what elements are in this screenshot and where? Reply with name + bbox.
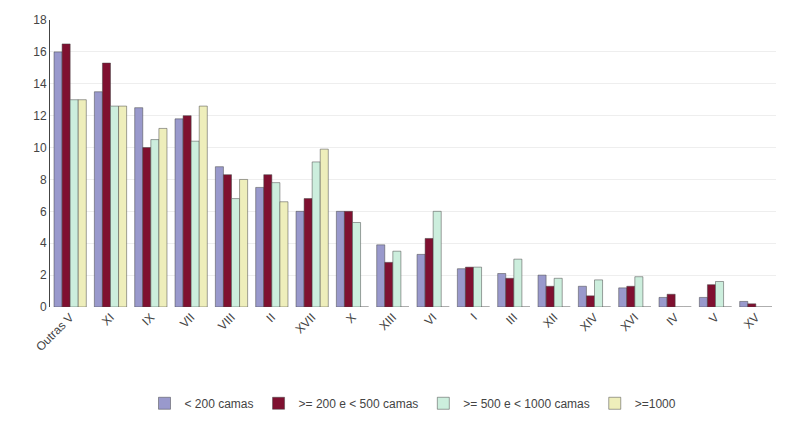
- svg-text:XIII: XIII: [377, 310, 400, 333]
- svg-text:6: 6: [40, 205, 47, 219]
- svg-text:VIII: VIII: [215, 310, 238, 333]
- svg-text:XII: XII: [540, 310, 560, 330]
- svg-text:V: V: [706, 310, 722, 326]
- svg-text:4: 4: [40, 236, 47, 250]
- svg-text:16: 16: [33, 45, 47, 59]
- svg-text:XV: XV: [741, 310, 762, 331]
- svg-text:0: 0: [40, 300, 47, 314]
- svg-text:14: 14: [33, 77, 47, 91]
- svg-text:< 200 camas: < 200 camas: [185, 397, 254, 411]
- svg-text:XVII: XVII: [293, 310, 319, 336]
- svg-text:8: 8: [40, 173, 47, 187]
- svg-text:10: 10: [33, 141, 47, 155]
- svg-text:XIV: XIV: [577, 310, 601, 334]
- svg-text:XVI: XVI: [618, 310, 642, 334]
- svg-text:I: I: [468, 310, 480, 322]
- svg-text:12: 12: [33, 109, 47, 123]
- svg-text:2: 2: [40, 268, 47, 282]
- svg-text:IX: IX: [139, 310, 157, 328]
- svg-text:XI: XI: [99, 310, 117, 328]
- svg-text:IV: IV: [664, 310, 682, 328]
- svg-text:II: II: [264, 310, 279, 325]
- svg-text:X: X: [343, 310, 359, 326]
- svg-text:>= 200 e < 500 camas: >= 200 e < 500 camas: [299, 397, 419, 411]
- svg-text:>= 500 e < 1000 camas: >= 500 e < 1000 camas: [463, 397, 589, 411]
- svg-text:Outras V: Outras V: [33, 310, 76, 353]
- svg-text:VI: VI: [422, 310, 440, 328]
- svg-text:III: III: [503, 310, 520, 327]
- svg-text:>=1000: >=1000: [635, 397, 676, 411]
- svg-text:18: 18: [33, 13, 47, 27]
- svg-text:VII: VII: [177, 310, 197, 330]
